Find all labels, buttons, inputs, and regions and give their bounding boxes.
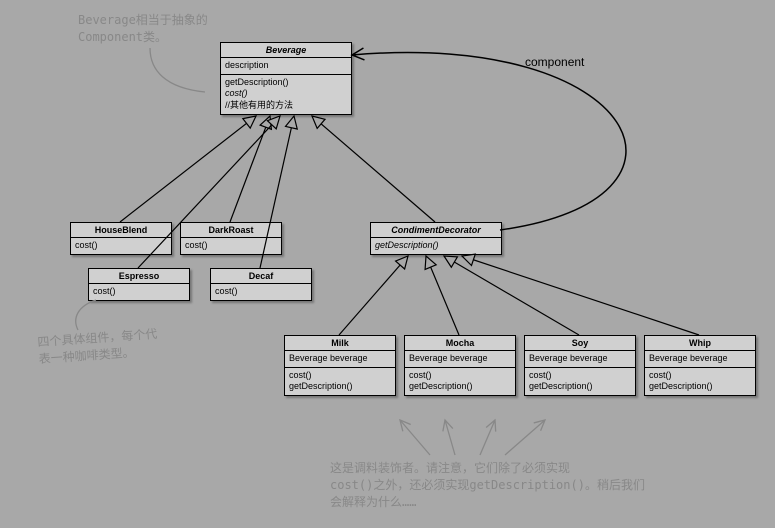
op: cost() (409, 370, 511, 382)
op: //其他有用的方法 (225, 100, 347, 112)
class-ops: cost() getDescription() (285, 368, 395, 395)
class-houseblend: HouseBlend cost() (70, 222, 172, 255)
note-top-left: Beverage相当于抽象的 Component类。 (78, 12, 208, 46)
class-title: Mocha (405, 336, 515, 351)
note-line: Component类。 (78, 29, 208, 46)
class-whip: Whip Beverage beverage cost() getDescrip… (644, 335, 756, 396)
class-soy: Soy Beverage beverage cost() getDescript… (524, 335, 636, 396)
class-ops: cost() (89, 284, 189, 300)
op: cost() (185, 240, 277, 252)
op: cost() (225, 88, 347, 100)
class-title: HouseBlend (71, 223, 171, 238)
attr: Beverage beverage (289, 353, 391, 365)
class-ops: getDescription() cost() //其他有用的方法 (221, 75, 351, 114)
note-bottom: 这是调料装饰者。请注意，它们除了必须实现 cost()之外，还必须实现getDe… (330, 460, 645, 510)
class-darkroast: DarkRoast cost() (180, 222, 282, 255)
op: cost() (649, 370, 751, 382)
attr: Beverage beverage (409, 353, 511, 365)
component-label: component (525, 55, 584, 69)
connectors (0, 0, 775, 528)
class-milk: Milk Beverage beverage cost() getDescrip… (284, 335, 396, 396)
class-attrs: Beverage beverage (285, 351, 395, 368)
class-beverage: Beverage description getDescription() co… (220, 42, 352, 115)
class-attrs: Beverage beverage (525, 351, 635, 368)
class-title: Beverage (221, 43, 351, 58)
op: cost() (75, 240, 167, 252)
attr: description (225, 60, 347, 72)
class-title: Espresso (89, 269, 189, 284)
class-attrs: Beverage beverage (405, 351, 515, 368)
class-ops: cost() (181, 238, 281, 254)
class-ops: cost() getDescription() (645, 368, 755, 395)
attr: Beverage beverage (529, 353, 631, 365)
op: cost() (93, 286, 185, 298)
op: getDescription() (225, 77, 347, 89)
note-line: 这是调料装饰者。请注意，它们除了必须实现 (330, 460, 645, 477)
class-mocha: Mocha Beverage beverage cost() getDescri… (404, 335, 516, 396)
class-title: Whip (645, 336, 755, 351)
class-attrs: Beverage beverage (645, 351, 755, 368)
class-ops: getDescription() (371, 238, 501, 254)
class-ops: cost() (211, 284, 311, 300)
class-decaf: Decaf cost() (210, 268, 312, 301)
class-title: Decaf (211, 269, 311, 284)
note-line: Beverage相当于抽象的 (78, 12, 208, 29)
class-ops: cost() getDescription() (525, 368, 635, 395)
class-ops: cost() (71, 238, 171, 254)
op: getDescription() (529, 381, 631, 393)
class-title: Soy (525, 336, 635, 351)
class-ops: cost() getDescription() (405, 368, 515, 395)
op: cost() (529, 370, 631, 382)
class-condiment-decorator: CondimentDecorator getDescription() (370, 222, 502, 255)
op: getDescription() (375, 240, 497, 252)
note-mid-left: 四个具体组件，每个代 表一种咖啡类型。 (37, 326, 159, 368)
attr: Beverage beverage (649, 353, 751, 365)
class-espresso: Espresso cost() (88, 268, 190, 301)
class-attrs: description (221, 58, 351, 75)
op: cost() (289, 370, 391, 382)
note-line: cost()之外，还必须实现getDescription()。稍后我们 (330, 477, 645, 494)
class-title: DarkRoast (181, 223, 281, 238)
op: getDescription() (289, 381, 391, 393)
class-title: CondimentDecorator (371, 223, 501, 238)
op: getDescription() (409, 381, 511, 393)
note-line: 会解释为什么…… (330, 494, 645, 511)
op: cost() (215, 286, 307, 298)
op: getDescription() (649, 381, 751, 393)
class-title: Milk (285, 336, 395, 351)
